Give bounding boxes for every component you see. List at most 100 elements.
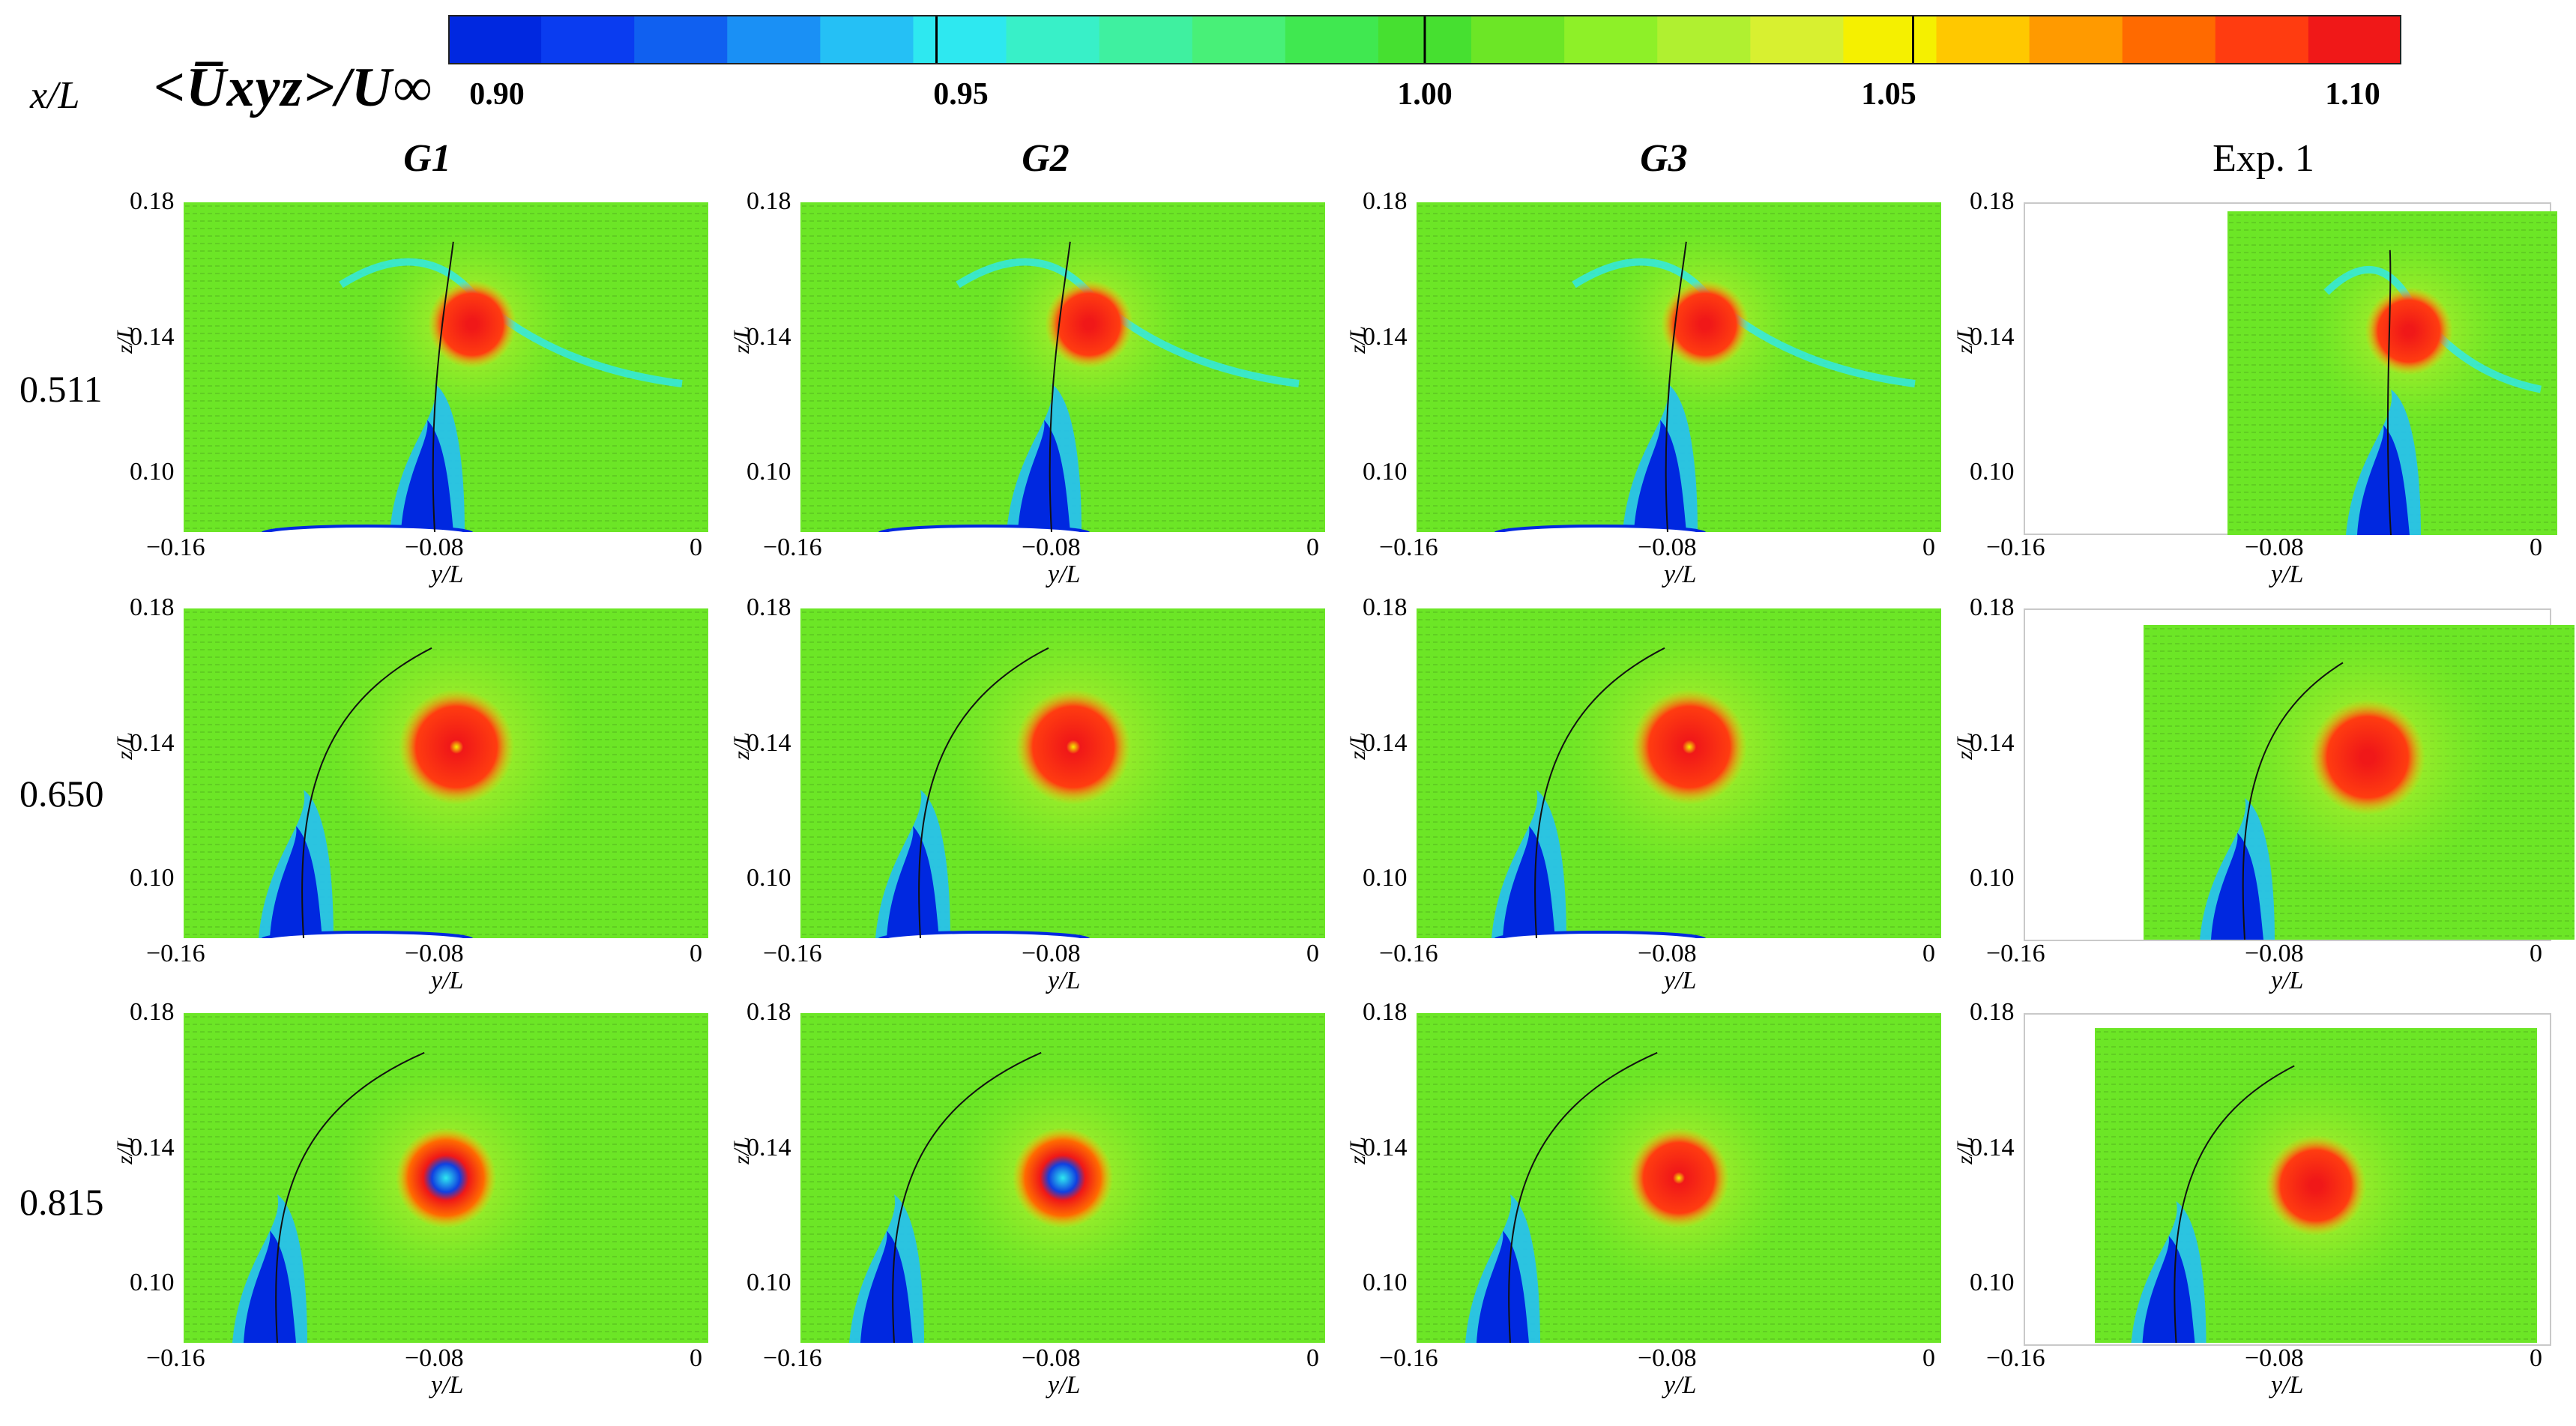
x-axis-label: y/L bbox=[2271, 967, 2304, 994]
x-axis-label: y/L bbox=[1048, 967, 1081, 994]
vortex-core bbox=[1661, 280, 1749, 369]
colorbar-segment bbox=[448, 15, 543, 64]
simulation-field-plot bbox=[800, 1013, 1325, 1343]
x-tick-label: 0 bbox=[2530, 534, 2542, 561]
simulation-field-plot bbox=[1417, 1013, 1941, 1343]
x-tick-label: 0 bbox=[1306, 940, 1319, 967]
colorbar-segment bbox=[1006, 15, 1100, 64]
x-axis-label: y/L bbox=[1048, 1371, 1081, 1399]
x-tick-label: −0.16 bbox=[1379, 940, 1438, 967]
x-tick-label: 0 bbox=[1306, 534, 1319, 561]
y-tick-label: 0.10 bbox=[130, 1269, 175, 1297]
colorbar-tick-label: 1.10 bbox=[2325, 77, 2380, 112]
y-tick-label: 0.10 bbox=[1970, 1269, 2015, 1297]
y-tick-label: 0.14 bbox=[130, 322, 175, 351]
colorbar-segment bbox=[1936, 15, 2030, 64]
vortex-trajectory bbox=[1049, 241, 1071, 532]
y-axis-label: z/L bbox=[1952, 732, 1977, 760]
y-tick-label: 0.10 bbox=[746, 1269, 791, 1297]
y-tick-label: 0.18 bbox=[746, 998, 791, 1026]
x-tick-label: −0.16 bbox=[1986, 534, 2045, 561]
vortex-trajectory bbox=[2386, 250, 2392, 535]
row-xl-label: 0.511 bbox=[19, 368, 103, 410]
vortex-core bbox=[1632, 689, 1747, 805]
x-tick-label: −0.08 bbox=[1638, 1344, 1697, 1372]
x-tick-label: −0.16 bbox=[763, 534, 822, 561]
vortex-trajectory bbox=[275, 1051, 425, 1343]
colorbar-segment bbox=[1285, 15, 1379, 64]
x-tick-label: −0.08 bbox=[2245, 1344, 2304, 1372]
x-tick-label: −0.08 bbox=[1638, 534, 1697, 561]
row-xl-label: 0.650 bbox=[19, 773, 104, 815]
y-tick-label: 0.14 bbox=[1970, 728, 2015, 757]
colorbar-segment bbox=[2122, 15, 2216, 64]
x-tick-label: 0 bbox=[690, 940, 702, 967]
y-tick-label: 0.18 bbox=[746, 187, 791, 215]
y-tick-label: 0.14 bbox=[1363, 728, 1408, 757]
column-header: Exp. 1 bbox=[2212, 137, 2314, 180]
experiment-field-plot bbox=[2095, 1028, 2537, 1343]
x-tick-label: −0.16 bbox=[146, 534, 205, 561]
y-tick-label: 0.10 bbox=[130, 458, 175, 486]
vortex-trajectory bbox=[301, 647, 432, 938]
y-axis-label: z/L bbox=[1345, 326, 1370, 354]
vortex-core bbox=[2265, 1135, 2367, 1236]
y-tick-label: 0.14 bbox=[746, 1133, 791, 1161]
y-tick-label: 0.10 bbox=[1970, 458, 2015, 486]
velocity-quantity-label: <U̅xyz>/U∞ bbox=[154, 57, 433, 118]
x-axis-label: y/L bbox=[431, 1371, 464, 1399]
y-tick-label: 0.18 bbox=[1970, 187, 2015, 215]
vortex-core bbox=[2310, 699, 2425, 815]
y-tick-label: 0.18 bbox=[1363, 998, 1408, 1026]
x-tick-label: −0.08 bbox=[1022, 1344, 1081, 1372]
colorbar-segment bbox=[2029, 15, 2123, 64]
y-tick-label: 0.10 bbox=[1363, 458, 1408, 486]
x-tick-label: −0.08 bbox=[405, 534, 464, 561]
vortex-core bbox=[395, 1127, 497, 1229]
y-tick-label: 0.14 bbox=[130, 728, 175, 757]
colorbar-tick-label: 0.90 bbox=[469, 77, 525, 112]
vortex-trajectory bbox=[1534, 647, 1665, 938]
x-axis-label: y/L bbox=[431, 561, 464, 588]
y-tick-label: 0.14 bbox=[130, 1133, 175, 1161]
colorbar bbox=[448, 15, 2402, 64]
y-axis-label: z/L bbox=[1952, 326, 1977, 354]
x-tick-label: 0 bbox=[1922, 534, 1935, 561]
hull-surface bbox=[1494, 525, 1706, 532]
x-tick-label: −0.16 bbox=[1379, 1344, 1438, 1372]
colorbar-segment bbox=[634, 15, 729, 64]
x-tick-label: −0.08 bbox=[1638, 940, 1697, 967]
simulation-field-plot bbox=[800, 608, 1325, 938]
hull-surface bbox=[262, 931, 473, 938]
x-axis-label: y/L bbox=[1048, 561, 1081, 588]
x-tick-label: 0 bbox=[690, 1344, 702, 1372]
x-axis-label: y/L bbox=[1664, 561, 1697, 588]
x-tick-label: −0.16 bbox=[146, 940, 205, 967]
hull-surface bbox=[878, 525, 1090, 532]
y-axis-label: z/L bbox=[1345, 732, 1370, 760]
vortex-trajectory bbox=[918, 647, 1049, 938]
x-over-l-label: x/L bbox=[30, 74, 80, 117]
vortex-core bbox=[2365, 287, 2453, 375]
y-tick-label: 0.18 bbox=[130, 187, 175, 215]
x-tick-label: −0.08 bbox=[405, 940, 464, 967]
colorbar-segment bbox=[820, 15, 914, 64]
y-tick-label: 0.14 bbox=[1363, 1133, 1408, 1161]
x-axis-label: y/L bbox=[1664, 1371, 1697, 1399]
simulation-field-plot bbox=[1417, 202, 1941, 532]
y-tick-label: 0.18 bbox=[1363, 187, 1408, 215]
x-tick-label: −0.08 bbox=[2245, 940, 2304, 967]
y-tick-label: 0.18 bbox=[746, 593, 791, 621]
x-tick-label: 0 bbox=[1306, 1344, 1319, 1372]
y-tick-label: 0.18 bbox=[1970, 593, 2015, 621]
y-axis-label: z/L bbox=[729, 326, 754, 354]
colorbar-segment bbox=[541, 15, 636, 64]
simulation-field-plot bbox=[184, 1013, 708, 1343]
colorbar-segment bbox=[2308, 15, 2402, 64]
y-tick-label: 0.18 bbox=[130, 593, 175, 621]
y-tick-label: 0.10 bbox=[746, 864, 791, 892]
vortex-core bbox=[1016, 689, 1131, 805]
x-axis-label: y/L bbox=[2271, 1371, 2304, 1399]
y-tick-label: 0.10 bbox=[1363, 1269, 1408, 1297]
x-tick-label: −0.16 bbox=[1379, 534, 1438, 561]
